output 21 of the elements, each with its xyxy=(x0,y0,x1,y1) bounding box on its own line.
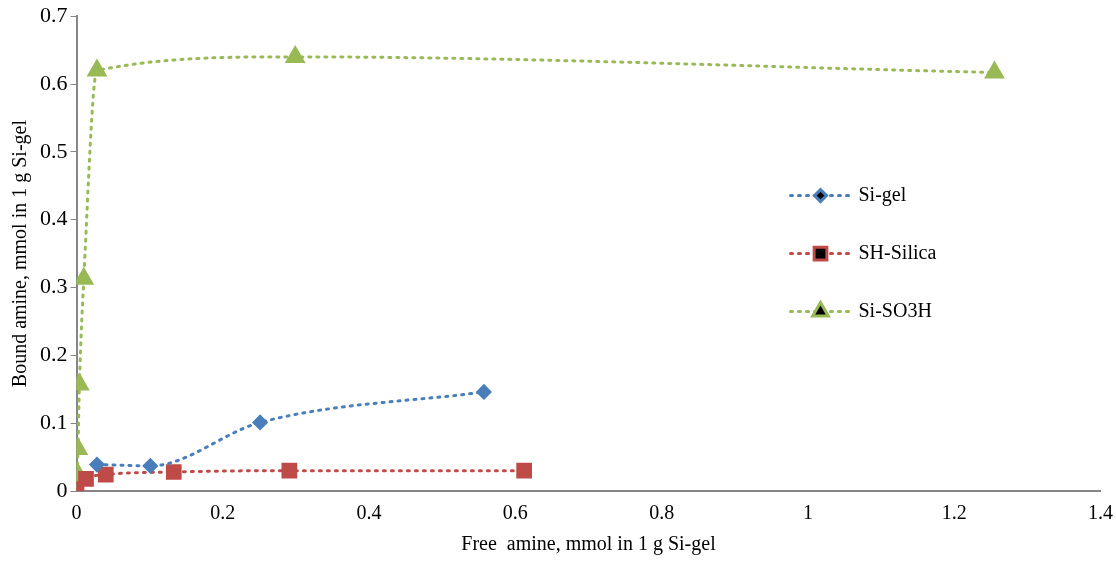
x-tick-label: 0.6 xyxy=(502,501,528,524)
y-tick-label: 0.3 xyxy=(40,273,68,299)
y-tick-label: 0.1 xyxy=(40,408,68,434)
x-tick-label: 0.2 xyxy=(210,501,236,524)
legend-label: Si-gel xyxy=(858,182,907,206)
x-tick-label: 1.2 xyxy=(941,501,967,524)
x-axis-title: Free amine, mmol in 1 g Si-gel xyxy=(461,532,717,556)
legend-label: Si-SO3H xyxy=(858,298,932,321)
x-tick-label: 1.4 xyxy=(1088,501,1113,524)
y-tick-label: 0.7 xyxy=(40,1,68,27)
y-tick-label: 0.2 xyxy=(40,341,68,367)
y-tick-label: 0 xyxy=(56,476,68,502)
y-tick-label: 0.5 xyxy=(40,137,68,163)
y-tick-label: 0.4 xyxy=(40,205,68,231)
x-tick-label: 1 xyxy=(802,501,813,524)
x-tick-label: 0.8 xyxy=(649,501,675,524)
legend-label: SH-Silica xyxy=(858,240,937,263)
y-tick-label: 0.6 xyxy=(40,69,68,95)
x-tick-label: 0.4 xyxy=(356,501,382,524)
x-tick-label: 0 xyxy=(71,501,82,524)
y-axis-title: Bound amine, mmol in 1 g Si-gel xyxy=(8,119,32,388)
